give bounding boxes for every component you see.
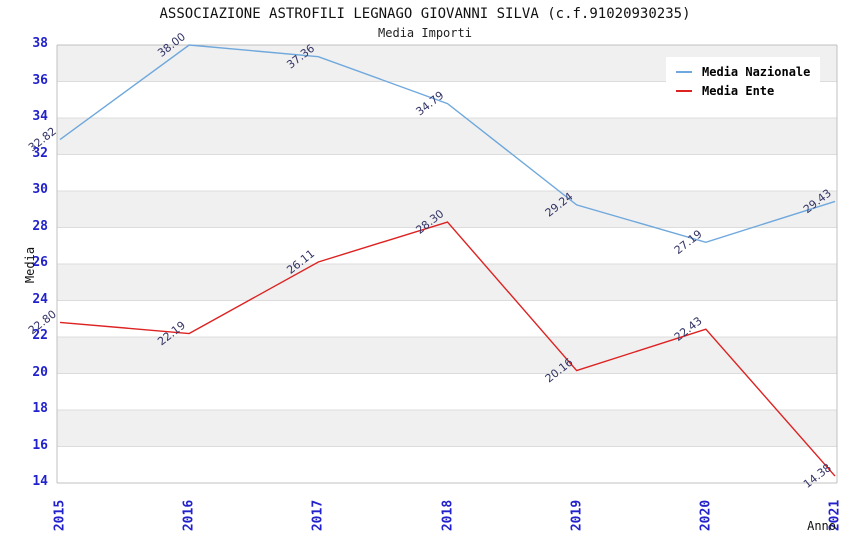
y-tick-label: 28: [32, 218, 48, 234]
chart-subtitle: Media Importi: [378, 26, 472, 40]
legend-swatch-media-ente: [676, 89, 692, 92]
legend-swatch-media-nazionale: [676, 70, 692, 73]
legend-label: Media Nazionale: [702, 64, 811, 79]
y-tick-label: 36: [32, 72, 48, 88]
y-tick-label: 18: [32, 401, 48, 416]
x-tick-label: 2018: [440, 499, 455, 532]
legend-item-media-ente: Media Ente: [674, 81, 820, 100]
plot-band: [57, 264, 837, 301]
y-tick-label: 14: [32, 474, 48, 489]
series-line-media-ente: [59, 221, 836, 477]
y-tick-label: 32: [32, 145, 48, 161]
plot-band: [57, 191, 837, 228]
legend-label: Media Ente: [702, 83, 775, 98]
x-tick-label: 2019: [569, 499, 585, 532]
x-tick-label: 2017: [310, 499, 326, 532]
chart-title: ASSOCIAZIONE ASTROFILI LEGNAGO GIOVANNI …: [159, 6, 691, 22]
y-axis-title: Media: [23, 246, 37, 284]
y-tick-label: 34: [32, 109, 48, 124]
y-tick-label: 30: [32, 182, 48, 197]
x-axis-title: Anno: [807, 519, 836, 533]
plot-band: [57, 410, 837, 447]
x-tick-label: 2016: [181, 499, 197, 532]
y-tick-label: 26: [32, 255, 48, 270]
data-label: 27.19: [672, 227, 705, 257]
y-tick-label: 38: [32, 36, 48, 51]
plot-band: [57, 337, 837, 374]
series-line-media-nazionale: [59, 44, 836, 244]
x-tick-label: 2021: [827, 499, 843, 532]
y-tick-label: 22: [32, 328, 48, 343]
legend-item-media-nazionale: Media Nazionale: [674, 62, 820, 81]
y-tick-label: 24: [32, 291, 48, 307]
x-tick-label: 2015: [52, 499, 68, 532]
x-tick-label: 2020: [698, 499, 714, 532]
y-tick-label: 16: [32, 437, 48, 453]
y-tick-label: 20: [32, 364, 48, 380]
plot-band: [57, 118, 837, 155]
legend: Media Nazionale Media Ente: [666, 57, 820, 105]
data-label: 14.38: [801, 461, 834, 491]
